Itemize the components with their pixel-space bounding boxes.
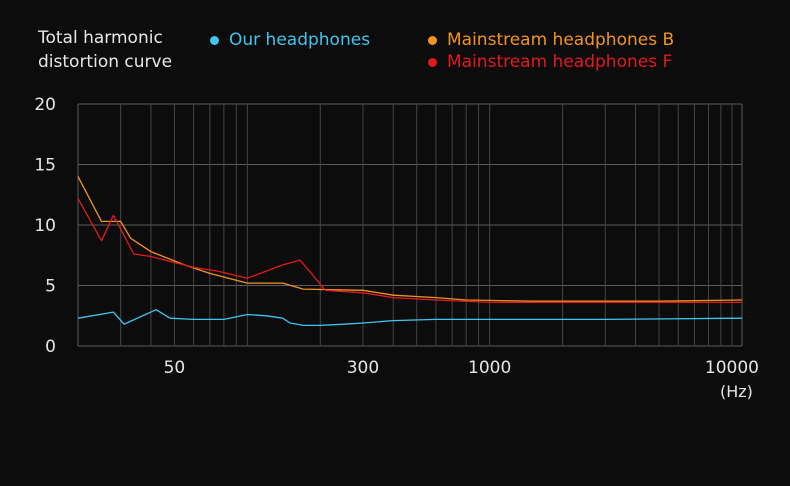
legend-dot-icon bbox=[428, 35, 437, 45]
chart-title: Total harmonic distortion curve bbox=[38, 28, 173, 72]
x-tick-label: 10000 bbox=[705, 358, 759, 378]
x-tick-label: 300 bbox=[347, 358, 379, 378]
series-line-1 bbox=[77, 309, 743, 327]
y-tick-label: 15 bbox=[34, 156, 56, 176]
legend-label: Our headphones bbox=[229, 30, 371, 50]
series-line-3 bbox=[77, 198, 742, 304]
y-tick-label: 5 bbox=[45, 277, 56, 297]
legend-item-mainstream-f: Mainstream headphones F bbox=[428, 50, 672, 74]
legend-dot-icon bbox=[428, 57, 437, 67]
legend-item-our-headphones: Our headphones bbox=[210, 28, 370, 52]
y-tick-label: 10 bbox=[34, 216, 56, 236]
legend-label: Mainstream headphones F bbox=[447, 52, 673, 72]
legend-item-mainstream-b: Mainstream headphones B bbox=[428, 28, 674, 52]
legend-dot-icon bbox=[210, 35, 219, 45]
legend-label: Mainstream headphones B bbox=[447, 30, 675, 50]
y-tick-label: 20 bbox=[34, 95, 56, 115]
x-axis-unit-label: (Hz) bbox=[720, 382, 753, 401]
x-tick-label: 1000 bbox=[468, 358, 511, 378]
x-tick-label: 50 bbox=[164, 358, 186, 378]
y-tick-label: 0 bbox=[45, 337, 56, 357]
series-line-2 bbox=[77, 176, 743, 302]
